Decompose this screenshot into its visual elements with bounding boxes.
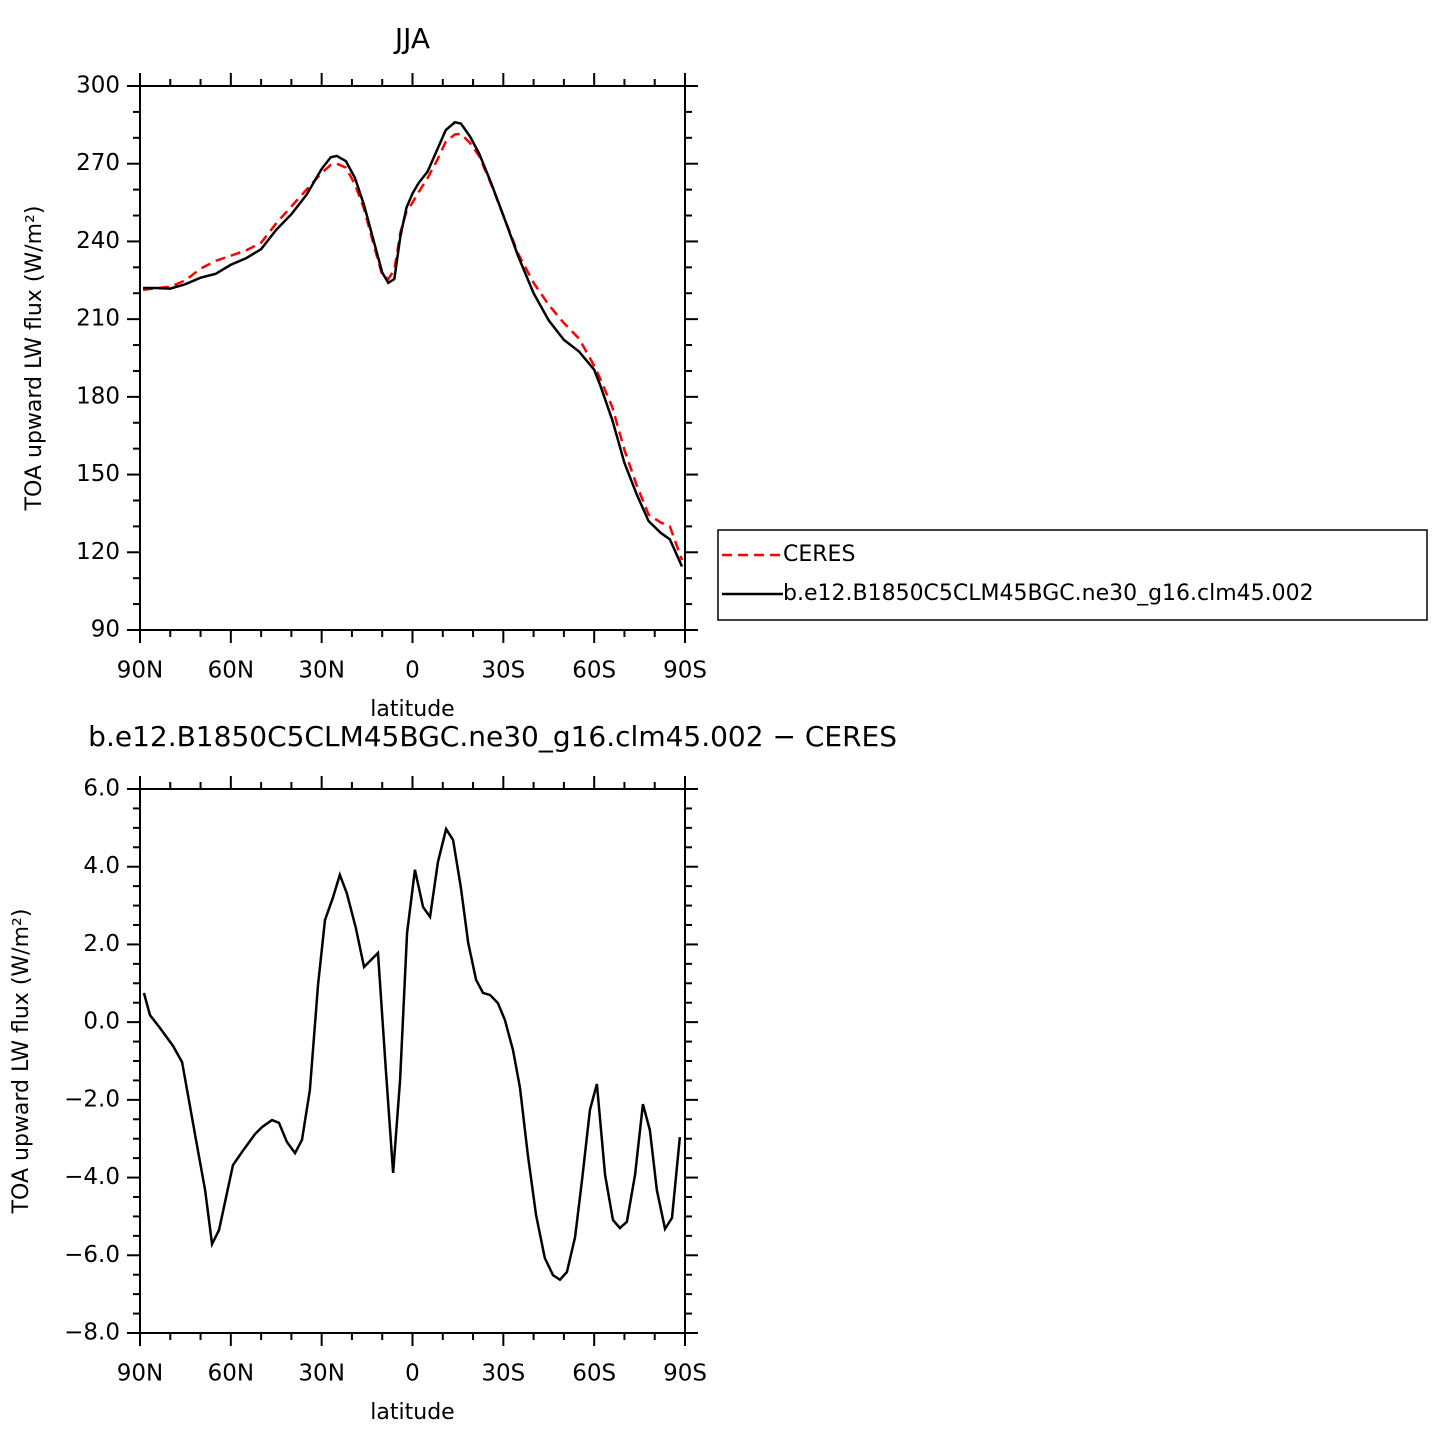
- y-tick-label: −6.0: [64, 1242, 120, 1268]
- x-tick-label: 60N: [208, 658, 254, 684]
- legend-label: CERES: [783, 542, 855, 567]
- x-tick-label: 0: [405, 658, 420, 684]
- y-tick-label: 150: [76, 461, 120, 487]
- y-tick-label: 120: [76, 539, 120, 565]
- x-tick-label: 30N: [298, 1361, 344, 1387]
- plot-frame: [139, 85, 686, 631]
- y-tick-label: 4.0: [83, 853, 120, 879]
- x-tick-label: 60N: [208, 1361, 254, 1387]
- y-tick-label: 0.0: [83, 1009, 120, 1035]
- x-tick-label: 60S: [572, 1361, 616, 1387]
- x-tick-label: 90S: [663, 658, 707, 684]
- data-line: [142, 825, 682, 1282]
- data-line: [143, 120, 684, 568]
- chart-title: JJA: [393, 22, 430, 55]
- y-tick-label: −8.0: [64, 1320, 120, 1346]
- y-tick-label: 180: [76, 383, 120, 409]
- y-tick-label: 300: [76, 73, 120, 99]
- x-axis-label: latitude: [370, 697, 454, 722]
- y-axis-label: TOA upward LW flux (W/m²): [22, 206, 47, 512]
- y-tick-label: 6.0: [83, 776, 120, 802]
- y-tick-label: 2.0: [83, 931, 120, 957]
- y-axis-label: TOA upward LW flux (W/m²): [9, 909, 34, 1215]
- chart-title: b.e12.B1850C5CLM45BGC.ne30_g16.clm45.002…: [88, 720, 897, 753]
- x-tick-label: 60S: [572, 658, 616, 684]
- legend-box: [717, 529, 1428, 621]
- y-tick-label: 240: [76, 228, 120, 254]
- x-axis-label: latitude: [370, 1400, 454, 1425]
- x-tick-label: 30N: [298, 658, 344, 684]
- x-tick-label: 30S: [481, 1361, 525, 1387]
- x-tick-label: 90S: [663, 1361, 707, 1387]
- y-tick-label: 90: [91, 617, 120, 643]
- legend-label: b.e12.B1850C5CLM45BGC.ne30_g16.clm45.002: [783, 581, 1314, 606]
- y-tick-label: 270: [76, 150, 120, 176]
- plot-frame: [139, 788, 686, 1334]
- x-tick-label: 90N: [117, 1361, 163, 1387]
- y-tick-label: −2.0: [64, 1086, 120, 1112]
- x-tick-label: 30S: [481, 658, 525, 684]
- y-tick-label: −4.0: [64, 1164, 120, 1190]
- x-tick-label: 0: [405, 1361, 420, 1387]
- y-tick-label: 210: [76, 306, 120, 332]
- data-line: [142, 132, 684, 561]
- x-tick-label: 90N: [117, 658, 163, 684]
